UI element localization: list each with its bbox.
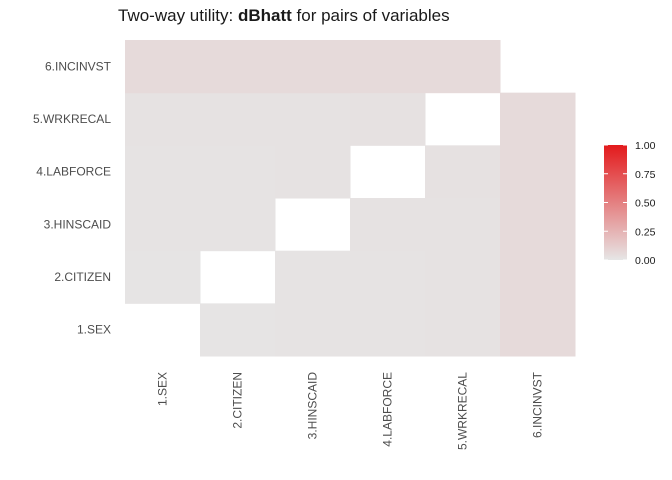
legend-tick-label: 0.00 — [635, 255, 656, 267]
heatmap-cell-4.LABFORCE-1.SEX — [350, 303, 426, 357]
x-tick-label: 2.CITIZEN — [231, 372, 245, 429]
heatmap-cell-2.CITIZEN-3.HINSCAID — [200, 198, 276, 252]
legend-ticks: 0.00 0.25 0.50 0.75 1.00 — [604, 140, 656, 267]
heatmap-cell-1.SEX-4.LABFORCE — [125, 145, 201, 199]
x-axis-tick-labels: 1.SEX 2.CITIZEN 3.HINSCAID 4.LABFORCE 5.WRKR… — [156, 371, 545, 450]
heatmap-cell-4.LABFORCE-5.WRKRECAL — [350, 92, 426, 146]
heatmap-cell-4.LABFORCE-2.CITIZEN — [350, 250, 426, 304]
legend-tick-label: 1.00 — [635, 140, 656, 152]
heatmap-cell-5.WRKRECAL-1.SEX — [425, 303, 501, 357]
x-tick-label: 3.HINSCAID — [306, 372, 320, 440]
heatmap-cell-4.LABFORCE-3.HINSCAID — [350, 198, 426, 252]
heatmap-cell-3.HINSCAID-4.LABFORCE — [275, 145, 351, 199]
heatmap-cell-3.HINSCAID-6.INCINVST — [275, 40, 351, 94]
heatmap-cell-2.CITIZEN-4.LABFORCE — [200, 145, 276, 199]
y-tick-label: 3.HINSCAID — [44, 217, 112, 231]
heatmap-cell-3.HINSCAID-2.CITIZEN — [275, 250, 351, 304]
y-tick-label: 1.SEX — [77, 323, 111, 337]
x-tick-label: 4.LABFORCE — [381, 372, 395, 447]
heatmap-cell-6.INCINVST-5.WRKRECAL — [500, 92, 576, 146]
heatmap-cell-6.INCINVST-2.CITIZEN — [500, 250, 576, 304]
legend-tick-label: 0.50 — [635, 198, 656, 210]
y-axis-tick-labels: 1.SEX 2.CITIZEN 3.HINSCAID 4.LABFORCE 5.WRKR… — [33, 59, 112, 336]
legend-tick-label: 0.75 — [635, 169, 656, 181]
heatmap-cells — [125, 40, 576, 357]
heatmap-cell-2.CITIZEN-5.WRKRECAL — [200, 92, 276, 146]
heatmap-cell-1.SEX-6.INCINVST — [125, 40, 201, 94]
heatmap-cell-5.WRKRECAL-2.CITIZEN — [425, 250, 501, 304]
heatmap-cell-3.HINSCAID-5.WRKRECAL — [275, 92, 351, 146]
y-tick-label: 4.LABFORCE — [36, 165, 111, 179]
chart-title-suffix: for pairs of variables — [292, 6, 450, 25]
y-tick-label: 6.INCINVST — [45, 59, 112, 73]
color-legend: 0.00 0.25 0.50 0.75 1.00 — [604, 140, 656, 267]
heatmap-cell-2.CITIZEN-1.SEX — [200, 303, 276, 357]
heatmap-cell-5.WRKRECAL-6.INCINVST — [425, 40, 501, 94]
heatmap-cell-1.SEX-5.WRKRECAL — [125, 92, 201, 146]
x-tick-label: 5.WRKRECAL — [456, 372, 470, 450]
heatmap-cell-2.CITIZEN-6.INCINVST — [200, 40, 276, 94]
heatmap-cell-5.WRKRECAL-3.HINSCAID — [425, 198, 501, 252]
x-tick-label: 6.INCINVST — [531, 371, 545, 438]
y-tick-label: 5.WRKRECAL — [33, 112, 111, 126]
y-tick-label: 2.CITIZEN — [54, 270, 111, 284]
legend-colorbar — [604, 145, 627, 260]
heatmap-cell-6.INCINVST-4.LABFORCE — [500, 145, 576, 199]
heatmap-cell-1.SEX-2.CITIZEN — [125, 250, 201, 304]
heatmap-cell-6.INCINVST-1.SEX — [500, 303, 576, 357]
heatmap-cell-3.HINSCAID-1.SEX — [275, 303, 351, 357]
chart-title: Two-way utility: dBhatt for pairs of var… — [118, 6, 450, 25]
heatmap-cell-1.SEX-3.HINSCAID — [125, 198, 201, 252]
heatmap-cell-5.WRKRECAL-4.LABFORCE — [425, 145, 501, 199]
chart-title-metric: dBhatt — [238, 6, 292, 25]
chart-title-prefix: Two-way utility: — [118, 6, 238, 25]
heatmap-cell-6.INCINVST-3.HINSCAID — [500, 198, 576, 252]
legend-tick-label: 0.25 — [635, 226, 656, 238]
x-tick-label: 1.SEX — [156, 372, 170, 406]
heatmap-cell-4.LABFORCE-6.INCINVST — [350, 40, 426, 94]
